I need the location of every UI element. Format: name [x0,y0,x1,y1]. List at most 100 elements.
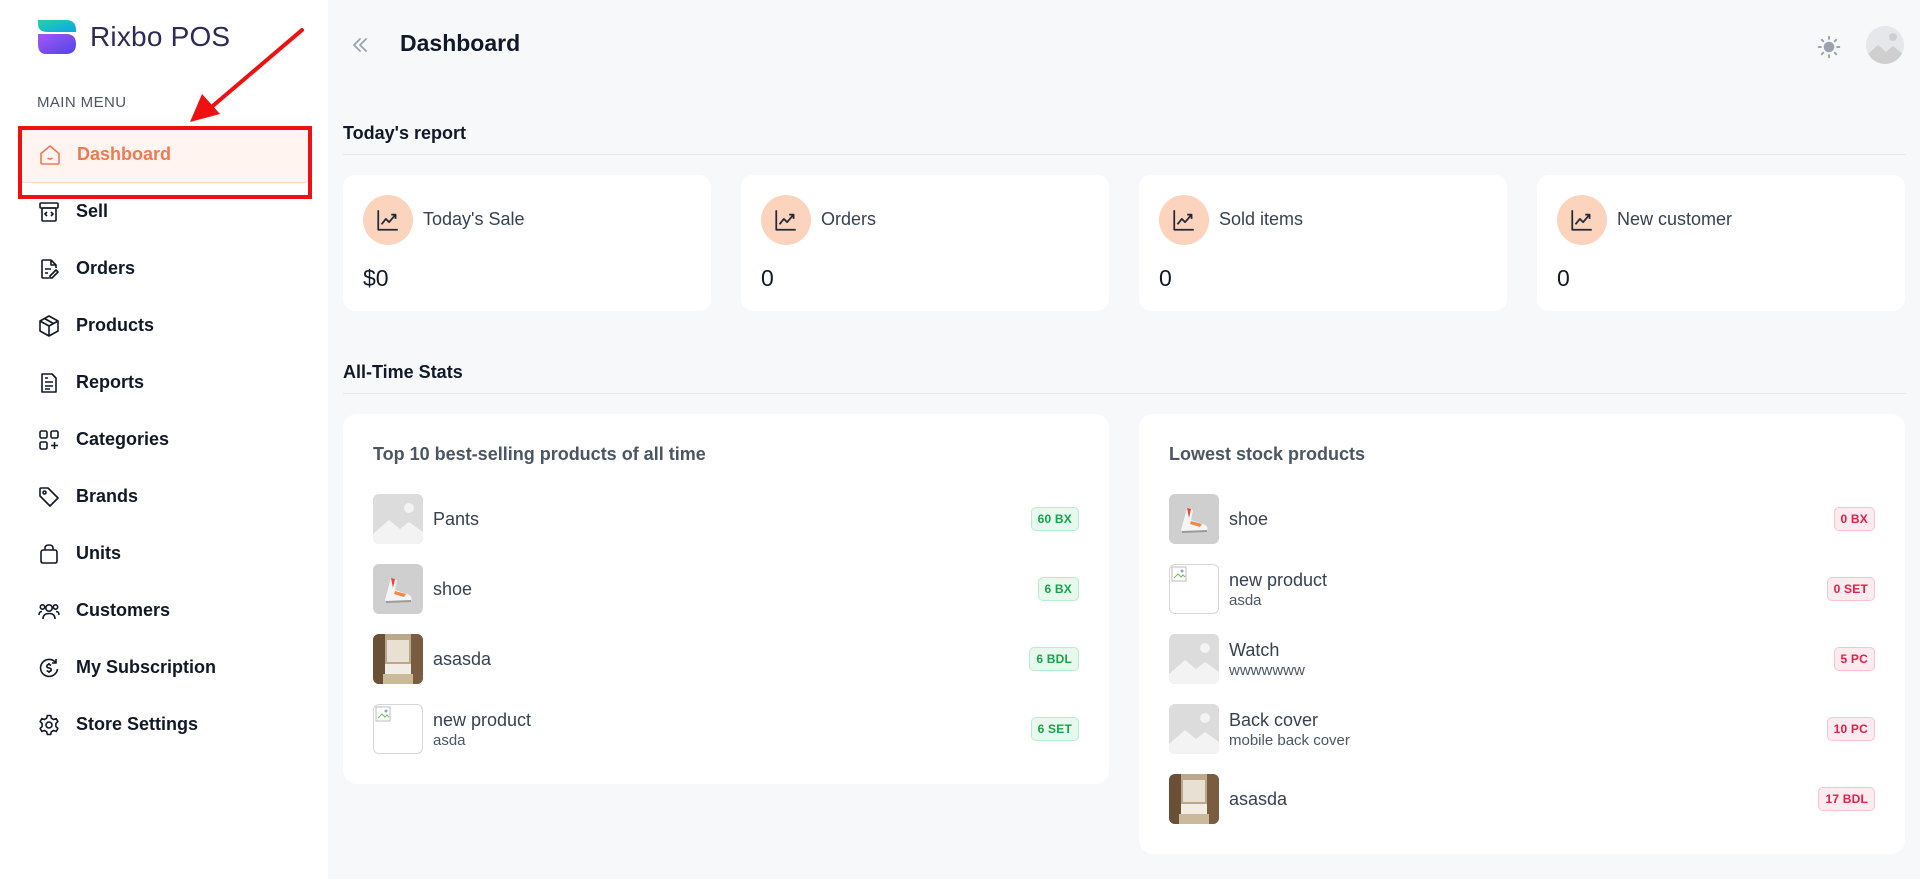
sidebar-item-customers[interactable]: Customers [18,582,310,639]
sidebar-item-units[interactable]: Units [18,525,310,582]
stat-value: 0 [1557,265,1570,291]
quantity-badge: 6 BX [1037,577,1079,601]
stat-label: New customer [1617,209,1733,229]
quantity-badge: 17 BDL [1818,787,1875,811]
stat-card-sold-items: Sold items 0 [1139,175,1507,311]
stat-card-orders: Orders 0 [741,175,1109,311]
brand-logo-icon [38,20,76,54]
document-edit-icon [36,256,62,282]
sidebar-item-label: Products [76,315,155,335]
sidebar-item-label: Orders [76,258,136,278]
users-icon [36,598,62,624]
lowest-stock-list: shoe 0 BX new product asda 0 SET Watch w… [1169,494,1875,844]
main-menu-heading: MAIN MENU [37,94,127,111]
home-icon [37,142,63,168]
annotation-arrow-icon [190,28,304,122]
product-name: shoe [433,578,473,599]
avatar-placeholder-icon [1866,26,1904,64]
product-name: Pants [433,508,480,529]
product-description: asda [1229,591,1262,609]
sidebar-item-orders[interactable]: Orders [18,240,310,297]
grid-icon [36,427,62,453]
product-name: Back cover [1229,709,1319,730]
image-placeholder-icon [1169,634,1219,684]
shoe-thumbnail [373,564,423,614]
quantity-badge: 6 SET [1030,717,1079,741]
panel-title: Lowest stock products [1169,444,1366,464]
collapse-sidebar-icon[interactable] [348,33,372,57]
product-description: asda [433,731,466,749]
annotation-highlight-box [18,126,312,199]
product-name: new product [433,709,532,730]
sidebar-item-my-subscription[interactable]: My Subscription [18,639,310,696]
sidebar-item-store-settings[interactable]: Store Settings [18,696,310,753]
sidebar-item-label: Customers [76,600,171,620]
sidebar-item-label: Dashboard [77,144,172,164]
sidebar-item-brands[interactable]: Brands [18,468,310,525]
sidebar: Rixbo POS MAIN MENU Dashboard Sell Order… [0,0,328,879]
brand-name: Rixbo POS [90,21,231,52]
sidebar-item-products[interactable]: Products [18,297,310,354]
theme-toggle-sun-icon[interactable] [1816,34,1842,60]
product-name: new product [1229,569,1328,590]
subscription-icon [36,655,62,681]
product-name: shoe [1229,508,1269,529]
image-placeholder-icon [1169,704,1219,754]
brand[interactable]: Rixbo POS [36,18,230,56]
quantity-badge: 5 PC [1833,647,1875,671]
product-name: Watch [1229,639,1280,660]
trending-up-icon [1557,195,1607,245]
image-placeholder-icon [373,494,423,544]
all-time-stats-title: All-Time Stats [343,362,463,382]
quantity-badge: 0 BX [1833,507,1875,531]
list-item[interactable]: new product asda 6 SET [373,704,1079,754]
sidebar-item-label: Brands [76,486,139,506]
list-item[interactable]: asasda 6 BDL [373,634,1079,684]
top-header: Dashboard [328,0,1920,90]
list-item[interactable]: shoe 6 BX [373,564,1079,614]
best-selling-list: Pants 60 BX shoe 6 BX asasda 6 BDL new p… [373,494,1079,774]
stat-value: $0 [363,265,389,291]
stat-value: 0 [761,265,774,291]
stat-card-todays-sale: Today's Sale $0 [343,175,711,311]
broken-image-icon [1169,564,1219,614]
list-item[interactable]: new product asda 0 SET [1169,564,1875,614]
product-description: wwwwwww [1229,661,1305,679]
sidebar-item-dashboard[interactable]: Dashboard [18,126,310,183]
stat-label: Sold items [1219,209,1304,229]
sidebar-item-label: Sell [76,201,109,221]
sidebar-item-reports[interactable]: Reports [18,354,310,411]
section-divider [343,393,1906,394]
list-item[interactable]: shoe 0 BX [1169,494,1875,544]
sidebar-item-label: Store Settings [76,714,199,734]
stat-value: 0 [1159,265,1172,291]
list-item[interactable]: Pants 60 BX [373,494,1079,544]
shoe-thumbnail [1169,494,1219,544]
list-item[interactable]: Back cover mobile back cover 10 PC [1169,704,1875,754]
register-icon [36,199,62,225]
stat-card-new-customer: New customer 0 [1537,175,1905,311]
stat-label: Today's Sale [423,209,525,229]
room-thumbnail [373,634,423,684]
quantity-badge: 6 BDL [1029,647,1079,671]
user-avatar[interactable] [1866,26,1904,64]
box-icon [36,313,62,339]
todays-report-title: Today's report [343,123,466,143]
best-selling-panel: Top 10 best-selling products of all time… [343,414,1109,784]
sidebar-item-label: Categories [76,429,170,449]
list-item[interactable]: Watch wwwwwww 5 PC [1169,634,1875,684]
report-icon [36,370,62,396]
product-description: mobile back cover [1229,731,1350,749]
lowest-stock-panel: Lowest stock products shoe 0 BX new prod… [1139,414,1905,854]
stat-label: Orders [821,209,877,229]
sidebar-item-label: Reports [76,372,145,392]
sidebar-item-categories[interactable]: Categories [18,411,310,468]
product-name: asasda [433,648,492,669]
trending-up-icon [761,195,811,245]
page-title: Dashboard [400,30,521,56]
sidebar-item-sell[interactable]: Sell [18,183,310,240]
main-menu: Dashboard Sell Orders Products Reports [18,126,310,753]
trending-up-icon [1159,195,1209,245]
list-item[interactable]: asasda 17 BDL [1169,774,1875,824]
sidebar-item-label: My Subscription [76,657,217,677]
